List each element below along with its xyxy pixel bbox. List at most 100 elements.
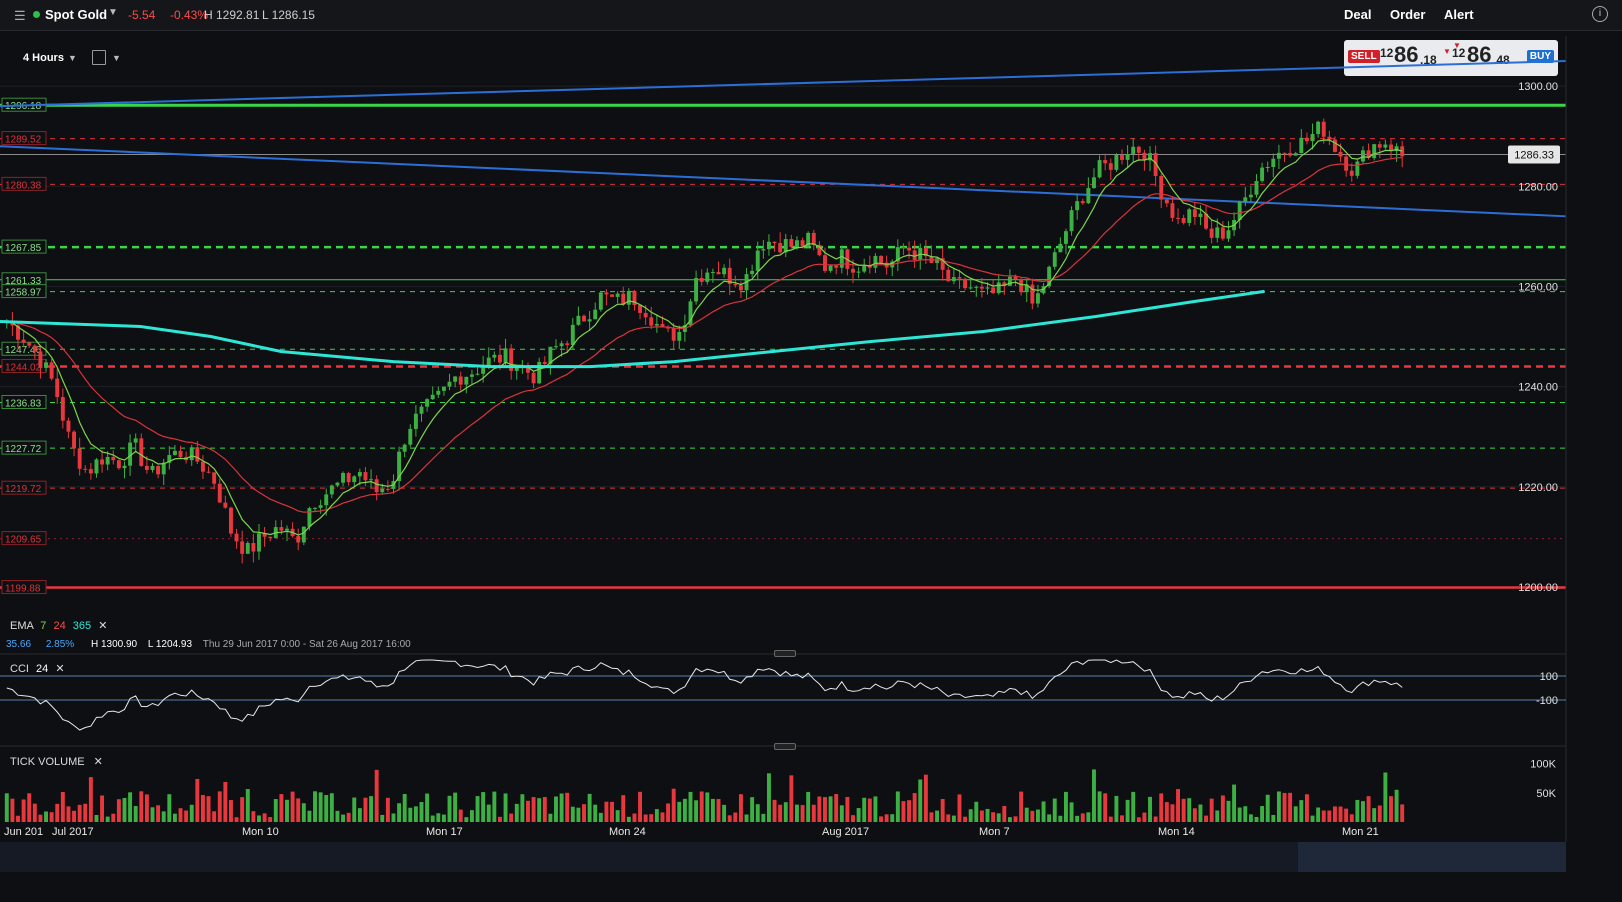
volume-bar <box>923 774 928 822</box>
volume-bar <box>133 806 138 822</box>
candle-body <box>1086 188 1091 204</box>
level-label: 1199.88 <box>5 584 41 595</box>
candle-body <box>1153 153 1158 177</box>
buy-button[interactable]: BUY <box>1526 50 1554 63</box>
volume-bar <box>929 812 934 822</box>
candle-body <box>851 268 855 273</box>
volume-bar <box>845 796 850 822</box>
price-change-percent: -0.43% <box>170 8 209 22</box>
candle-body <box>4 321 9 323</box>
candle-body <box>699 277 704 282</box>
candle-body <box>1243 197 1248 202</box>
candle-body <box>391 481 396 489</box>
order-button[interactable]: Order <box>1390 7 1426 22</box>
candle-body <box>1276 152 1281 159</box>
candle-body <box>783 239 788 253</box>
candle-body <box>419 406 424 414</box>
volume-bar <box>1041 801 1046 822</box>
candle-body <box>1383 144 1388 148</box>
instrument-name[interactable]: Spot Gold <box>45 7 108 22</box>
close-ema-icon[interactable]: ✕ <box>98 620 108 632</box>
candle-body <box>766 241 771 250</box>
candle-body <box>565 343 570 345</box>
candle-body <box>722 267 727 275</box>
pane-resize-handle[interactable] <box>774 743 796 750</box>
cci-line <box>6 659 1403 731</box>
level-label-box <box>1 131 47 146</box>
volume-bar <box>1293 806 1298 822</box>
ema-365-line <box>0 289 1265 369</box>
volume-bar <box>985 808 990 822</box>
volume-bar <box>419 802 424 822</box>
y-tick-label: 1300.00 <box>1518 81 1558 93</box>
volume-bar <box>492 791 497 822</box>
candle-body <box>1092 177 1096 189</box>
candle-body <box>313 507 317 509</box>
volume-bar <box>1349 814 1354 822</box>
candle-body <box>800 240 805 247</box>
volume-bar <box>559 793 564 822</box>
sell-button[interactable]: SELL <box>1348 50 1380 63</box>
level-label: 1258.97 <box>5 288 42 299</box>
candle-body <box>189 447 194 461</box>
candle-body <box>212 472 217 484</box>
layout-dropdown-icon[interactable]: ▼ <box>112 53 121 63</box>
candle-body <box>503 348 508 363</box>
candle-body <box>1063 231 1068 244</box>
candle-body <box>1114 154 1119 170</box>
volume-bar <box>1131 791 1136 822</box>
candle-body <box>795 240 799 247</box>
volume-bar <box>1377 805 1382 822</box>
close-cci-icon[interactable]: ✕ <box>55 663 65 675</box>
volume-bar <box>873 796 878 822</box>
candle-body <box>694 277 699 302</box>
candle-body <box>542 361 547 364</box>
volume-bar <box>346 812 351 822</box>
volume-bar <box>974 801 979 822</box>
volume-bar <box>554 796 558 822</box>
candle-body <box>755 250 760 271</box>
candle-body <box>16 325 20 340</box>
candle-body <box>537 361 542 384</box>
info-icon[interactable]: i <box>1592 6 1608 22</box>
volume-bar <box>1332 806 1337 822</box>
candle-body <box>1260 167 1265 181</box>
volume-bar <box>290 791 295 822</box>
chart-layout-icon[interactable] <box>92 50 106 65</box>
volume-bar <box>951 815 956 822</box>
volume-bar <box>598 812 603 822</box>
candle-body <box>100 459 105 465</box>
candle-body <box>1215 227 1220 238</box>
candle-body <box>1080 201 1085 204</box>
candle-body <box>425 399 430 407</box>
sell-price-fraction: .18 <box>1420 53 1437 67</box>
timeframe-selector[interactable]: 4 Hours <box>23 52 64 64</box>
candle-body <box>240 541 245 554</box>
x-tick-label: Mon 21 <box>1342 826 1379 838</box>
candle-body <box>610 294 614 297</box>
timeframe-dropdown-icon[interactable]: ▼ <box>68 53 77 63</box>
market-open-indicator-icon <box>33 11 40 18</box>
candle-body <box>1058 243 1063 253</box>
level-label: 1227.72 <box>5 444 42 455</box>
candle-body <box>632 290 637 306</box>
volume-bar <box>795 804 799 822</box>
candle-body <box>638 305 643 313</box>
volume-axis-label: 100K <box>1530 759 1556 771</box>
candle-body <box>654 324 659 326</box>
candle-body <box>951 277 956 282</box>
candle-body <box>363 472 368 481</box>
instrument-dropdown-icon[interactable]: ▼ <box>108 7 118 18</box>
volume-bar <box>189 804 194 822</box>
candle-body <box>497 354 502 363</box>
close-volume-icon[interactable]: ✕ <box>93 756 103 768</box>
deal-button[interactable]: Deal <box>1344 7 1372 22</box>
hamburger-menu-icon[interactable]: ☰ <box>14 8 26 23</box>
y-tick-label: 1220.00 <box>1518 482 1558 494</box>
candle-body <box>111 456 116 461</box>
candle-body <box>262 533 267 537</box>
alert-button[interactable]: Alert <box>1444 7 1474 22</box>
candle-body <box>626 290 631 305</box>
pane-resize-handle[interactable] <box>774 650 796 657</box>
